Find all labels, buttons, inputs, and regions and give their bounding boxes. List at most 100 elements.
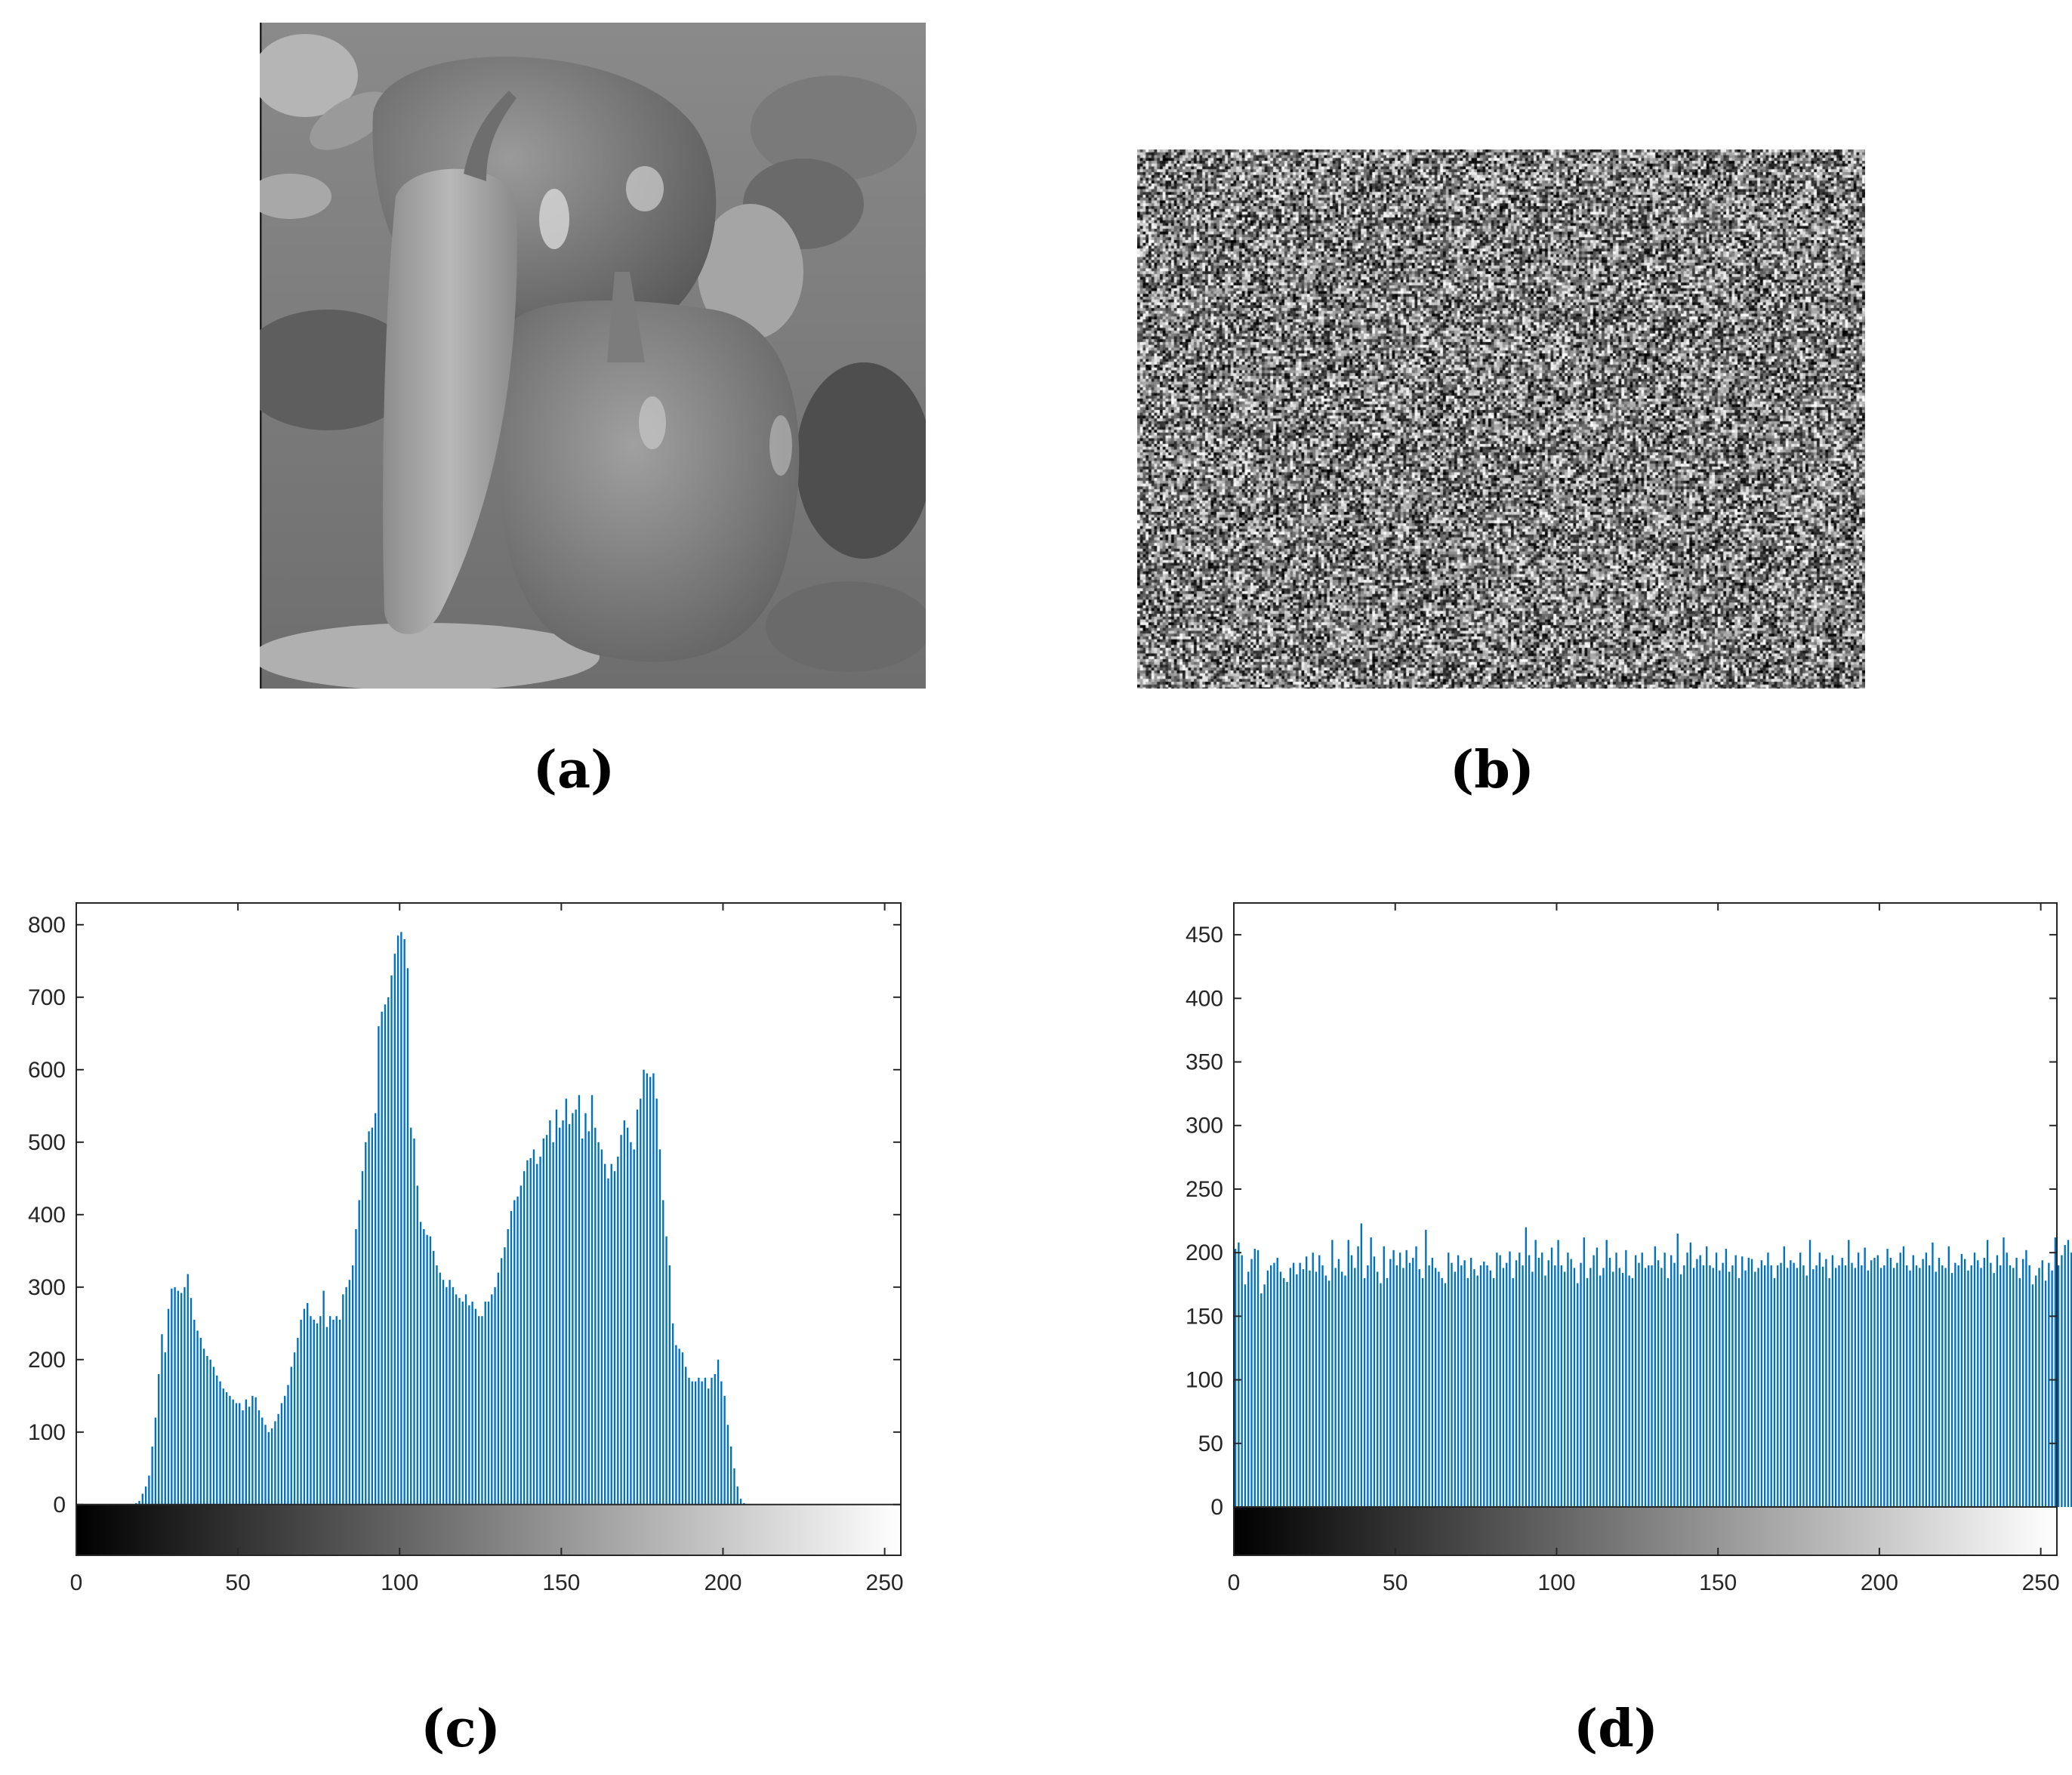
- bar: [1737, 1277, 1741, 1507]
- bar: [338, 1320, 341, 1505]
- bar: [1302, 1269, 1305, 1507]
- bar: [403, 939, 405, 1505]
- bar: [1876, 1255, 1879, 1507]
- x-tick-label: 50: [225, 1570, 250, 1595]
- y-tick-label: 450: [1186, 923, 1223, 948]
- bar: [1557, 1240, 1559, 1507]
- bar: [1441, 1277, 1443, 1507]
- bar: [464, 1294, 467, 1505]
- bar: [1715, 1253, 1718, 1507]
- bar: [436, 1265, 438, 1505]
- bar: [410, 1127, 412, 1505]
- bar: [729, 1447, 732, 1505]
- bar: [649, 1077, 652, 1505]
- bar: [2015, 1257, 2018, 1507]
- bar: [365, 1142, 367, 1505]
- bar: [1292, 1262, 1295, 1507]
- bar: [1570, 1259, 1572, 1507]
- bar: [471, 1302, 473, 1505]
- bar: [1706, 1246, 1708, 1507]
- bar: [1673, 1262, 1676, 1507]
- bar: [1980, 1268, 1982, 1507]
- bar: [396, 935, 399, 1505]
- bar: [477, 1316, 480, 1505]
- bar: [685, 1367, 687, 1505]
- bar: [429, 1236, 432, 1505]
- bar: [384, 1004, 387, 1505]
- bar: [1760, 1260, 1763, 1507]
- bar: [630, 1142, 632, 1505]
- bar: [335, 1316, 338, 1505]
- peppers-image: [260, 23, 926, 689]
- bar: [319, 1316, 322, 1505]
- bar: [1725, 1249, 1728, 1507]
- bar: [1247, 1271, 1250, 1507]
- bar: [158, 1374, 160, 1505]
- bar: [2028, 1265, 2030, 1507]
- bar: [1915, 1265, 1918, 1507]
- bar: [381, 1012, 383, 1505]
- bar: [1583, 1237, 1585, 1507]
- bar: [1593, 1255, 1595, 1507]
- y-tick-label: 300: [1186, 1114, 1223, 1139]
- bar: [1547, 1260, 1549, 1507]
- bar: [2021, 1259, 2024, 1507]
- bar: [1780, 1262, 1782, 1507]
- bar: [1554, 1265, 1556, 1507]
- bar: [739, 1499, 742, 1505]
- bar: [264, 1425, 267, 1505]
- x-tick-label: 150: [1699, 1570, 1737, 1595]
- bar: [1395, 1265, 1398, 1507]
- bar: [1531, 1271, 1534, 1507]
- bar: [177, 1290, 180, 1505]
- y-tick-label: 150: [1186, 1304, 1223, 1329]
- bar: [1279, 1271, 1282, 1507]
- bar: [1615, 1253, 1617, 1507]
- bar: [1757, 1268, 1759, 1507]
- bar: [449, 1280, 451, 1505]
- bar: [1577, 1283, 1579, 1507]
- bar: [393, 954, 396, 1505]
- bar: [1935, 1271, 1937, 1507]
- bar: [1828, 1277, 1830, 1507]
- bar: [1354, 1268, 1356, 1507]
- bar: [552, 1142, 554, 1505]
- bar: [141, 1493, 143, 1505]
- bar: [180, 1293, 183, 1505]
- bar: [1580, 1262, 1582, 1507]
- bar: [1799, 1253, 1802, 1507]
- caption-a: (a): [532, 740, 615, 800]
- colorbar: [1234, 1507, 2057, 1555]
- bar: [1421, 1277, 1424, 1507]
- bar: [1380, 1283, 1382, 1507]
- axes-box: [1233, 902, 2058, 1556]
- bar: [549, 1120, 551, 1505]
- bar: [1560, 1265, 1563, 1507]
- bar: [452, 1287, 455, 1505]
- bar: [1398, 1253, 1401, 1507]
- bar: [1679, 1274, 1682, 1507]
- bar: [2064, 1245, 2066, 1507]
- bar: [1628, 1275, 1630, 1507]
- bar: [607, 1178, 609, 1505]
- bar: [1986, 1240, 1989, 1507]
- bar: [646, 1073, 649, 1505]
- bar: [1802, 1265, 1805, 1507]
- bar: [1418, 1269, 1420, 1507]
- bar: [1805, 1275, 1808, 1507]
- bar: [413, 1139, 415, 1505]
- bar: [1731, 1265, 1734, 1507]
- bar: [270, 1428, 273, 1505]
- bar: [1350, 1255, 1353, 1507]
- bar: [1790, 1260, 1792, 1507]
- bar: [1854, 1268, 1857, 1507]
- colorbar: [76, 1504, 901, 1555]
- bar: [487, 1302, 490, 1505]
- bar: [1405, 1250, 1408, 1507]
- bar: [688, 1377, 690, 1505]
- bar: [1373, 1256, 1376, 1507]
- bar: [348, 1280, 351, 1505]
- bar: [1602, 1268, 1605, 1507]
- bar: [1586, 1277, 1589, 1507]
- bar: [1686, 1253, 1688, 1507]
